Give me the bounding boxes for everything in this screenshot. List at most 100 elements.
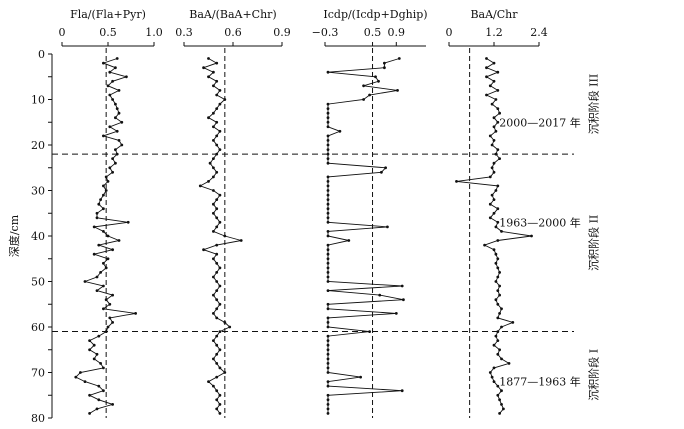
data-point-2-2: [383, 66, 386, 70]
data-point-1-59: [228, 325, 232, 329]
data-point-2-52: [378, 293, 382, 297]
data-point-3-55: [500, 307, 503, 311]
data-point-0-11: [115, 107, 119, 110]
x-tick-label-0-2: 1.0: [145, 26, 163, 39]
data-point-1-8: [215, 93, 219, 97]
data-point-2-9: [362, 98, 365, 101]
data-point-2-49: [326, 280, 330, 283]
data-point-0-69: [79, 371, 82, 374]
data-point-3-37: [494, 225, 498, 229]
data-point-2-47: [326, 271, 330, 274]
data-point-2-46: [326, 266, 330, 270]
data-point-0-26: [104, 175, 108, 179]
data-point-0-46: [104, 266, 108, 270]
data-point-0-12: [117, 111, 121, 115]
data-point-0-57: [108, 316, 112, 320]
data-point-0-59: [106, 325, 110, 329]
data-point-3-59: [500, 325, 503, 329]
data-point-2-34: [326, 211, 330, 215]
x-tick-label-2-2: 0.9: [388, 26, 406, 39]
data-point-2-74: [326, 393, 330, 397]
data-point-3-66: [500, 357, 503, 361]
data-point-2-65: [326, 352, 330, 356]
data-point-1-61: [215, 334, 219, 338]
data-point-0-3: [108, 70, 112, 74]
data-point-2-67: [326, 362, 330, 365]
data-point-3-18: [492, 139, 496, 142]
data-point-1-7: [218, 89, 222, 92]
data-point-2-4: [374, 75, 377, 79]
data-point-0-16: [115, 129, 119, 133]
data-point-0-50: [102, 284, 105, 288]
data-point-0-32: [97, 202, 101, 206]
data-point-1-24: [212, 166, 215, 170]
data-point-2-1: [383, 61, 386, 65]
data-point-3-56: [498, 312, 501, 315]
data-point-0-78: [88, 412, 91, 415]
data-point-1-68: [218, 366, 222, 370]
data-point-3-36: [496, 220, 500, 224]
data-point-3-57: [496, 316, 500, 320]
data-point-3-30: [490, 193, 494, 197]
data-point-0-28: [102, 184, 105, 188]
data-point-2-8: [368, 93, 371, 97]
data-point-2-6: [362, 84, 365, 88]
data-point-2-23: [326, 161, 330, 165]
data-point-3-11: [496, 107, 500, 110]
data-point-1-78: [218, 412, 222, 415]
data-point-2-31: [326, 198, 330, 202]
data-point-0-9: [111, 98, 114, 101]
data-point-3-12: [498, 111, 501, 115]
data-point-0-55: [102, 307, 105, 311]
data-point-1-4: [207, 75, 210, 79]
data-point-2-10: [326, 102, 330, 106]
data-point-1-52: [212, 293, 215, 297]
data-point-2-41: [326, 243, 330, 247]
data-point-3-14: [496, 120, 500, 124]
data-point-1-39: [223, 234, 227, 238]
y-tick-label-0: 0: [38, 48, 45, 61]
data-point-2-0: [397, 57, 401, 60]
data-point-1-15: [212, 125, 215, 129]
data-point-3-42: [492, 248, 496, 252]
y-tick-label-6: 30: [31, 185, 45, 198]
panel-3: BaA/Chr 0 1.2 2.4: [446, 8, 548, 418]
panel-1: BaA/(BaA+Chr) 0.3 0.6 0.9: [175, 8, 291, 418]
data-point-1-54: [218, 302, 222, 306]
data-point-0-75: [97, 398, 101, 402]
data-point-3-41: [483, 243, 486, 247]
data-point-1-22: [212, 157, 215, 161]
data-point-1-38: [212, 230, 215, 233]
data-point-1-62: [212, 339, 215, 342]
data-point-1-32: [212, 202, 215, 206]
data-point-0-33: [102, 207, 105, 211]
data-point-0-2: [114, 66, 117, 70]
data-point-2-72: [326, 384, 330, 388]
data-point-3-8: [485, 93, 488, 97]
data-point-1-9: [223, 98, 227, 101]
data-point-0-39: [106, 234, 110, 238]
data-point-3-44: [496, 257, 500, 261]
data-point-3-76: [500, 403, 503, 406]
series-line-2: [327, 58, 404, 414]
data-point-3-25: [492, 170, 496, 174]
data-point-0-66: [92, 357, 96, 361]
data-point-0-29: [104, 189, 108, 192]
data-point-0-19: [120, 143, 124, 147]
data-point-2-75: [326, 398, 330, 402]
data-point-0-60: [104, 330, 108, 333]
data-point-2-71: [326, 380, 330, 383]
data-point-1-63: [215, 343, 219, 347]
data-point-0-24: [108, 166, 112, 170]
data-point-3-64: [498, 348, 501, 352]
data-point-1-73: [215, 389, 219, 393]
data-point-0-53: [104, 298, 108, 302]
y-tick-label-10: 50: [31, 276, 45, 289]
data-point-3-19: [490, 143, 494, 147]
data-point-0-10: [114, 102, 117, 106]
depth-axis: 0 10 20 30 40 50 60 70 80 深度/cm: [7, 48, 53, 425]
x-tick-label-2-1: 0.5: [364, 26, 382, 39]
panel-title-2: Icdp/(Icdp+Dghip): [323, 8, 427, 21]
data-point-3-65: [496, 352, 500, 356]
data-point-0-42: [111, 248, 114, 252]
